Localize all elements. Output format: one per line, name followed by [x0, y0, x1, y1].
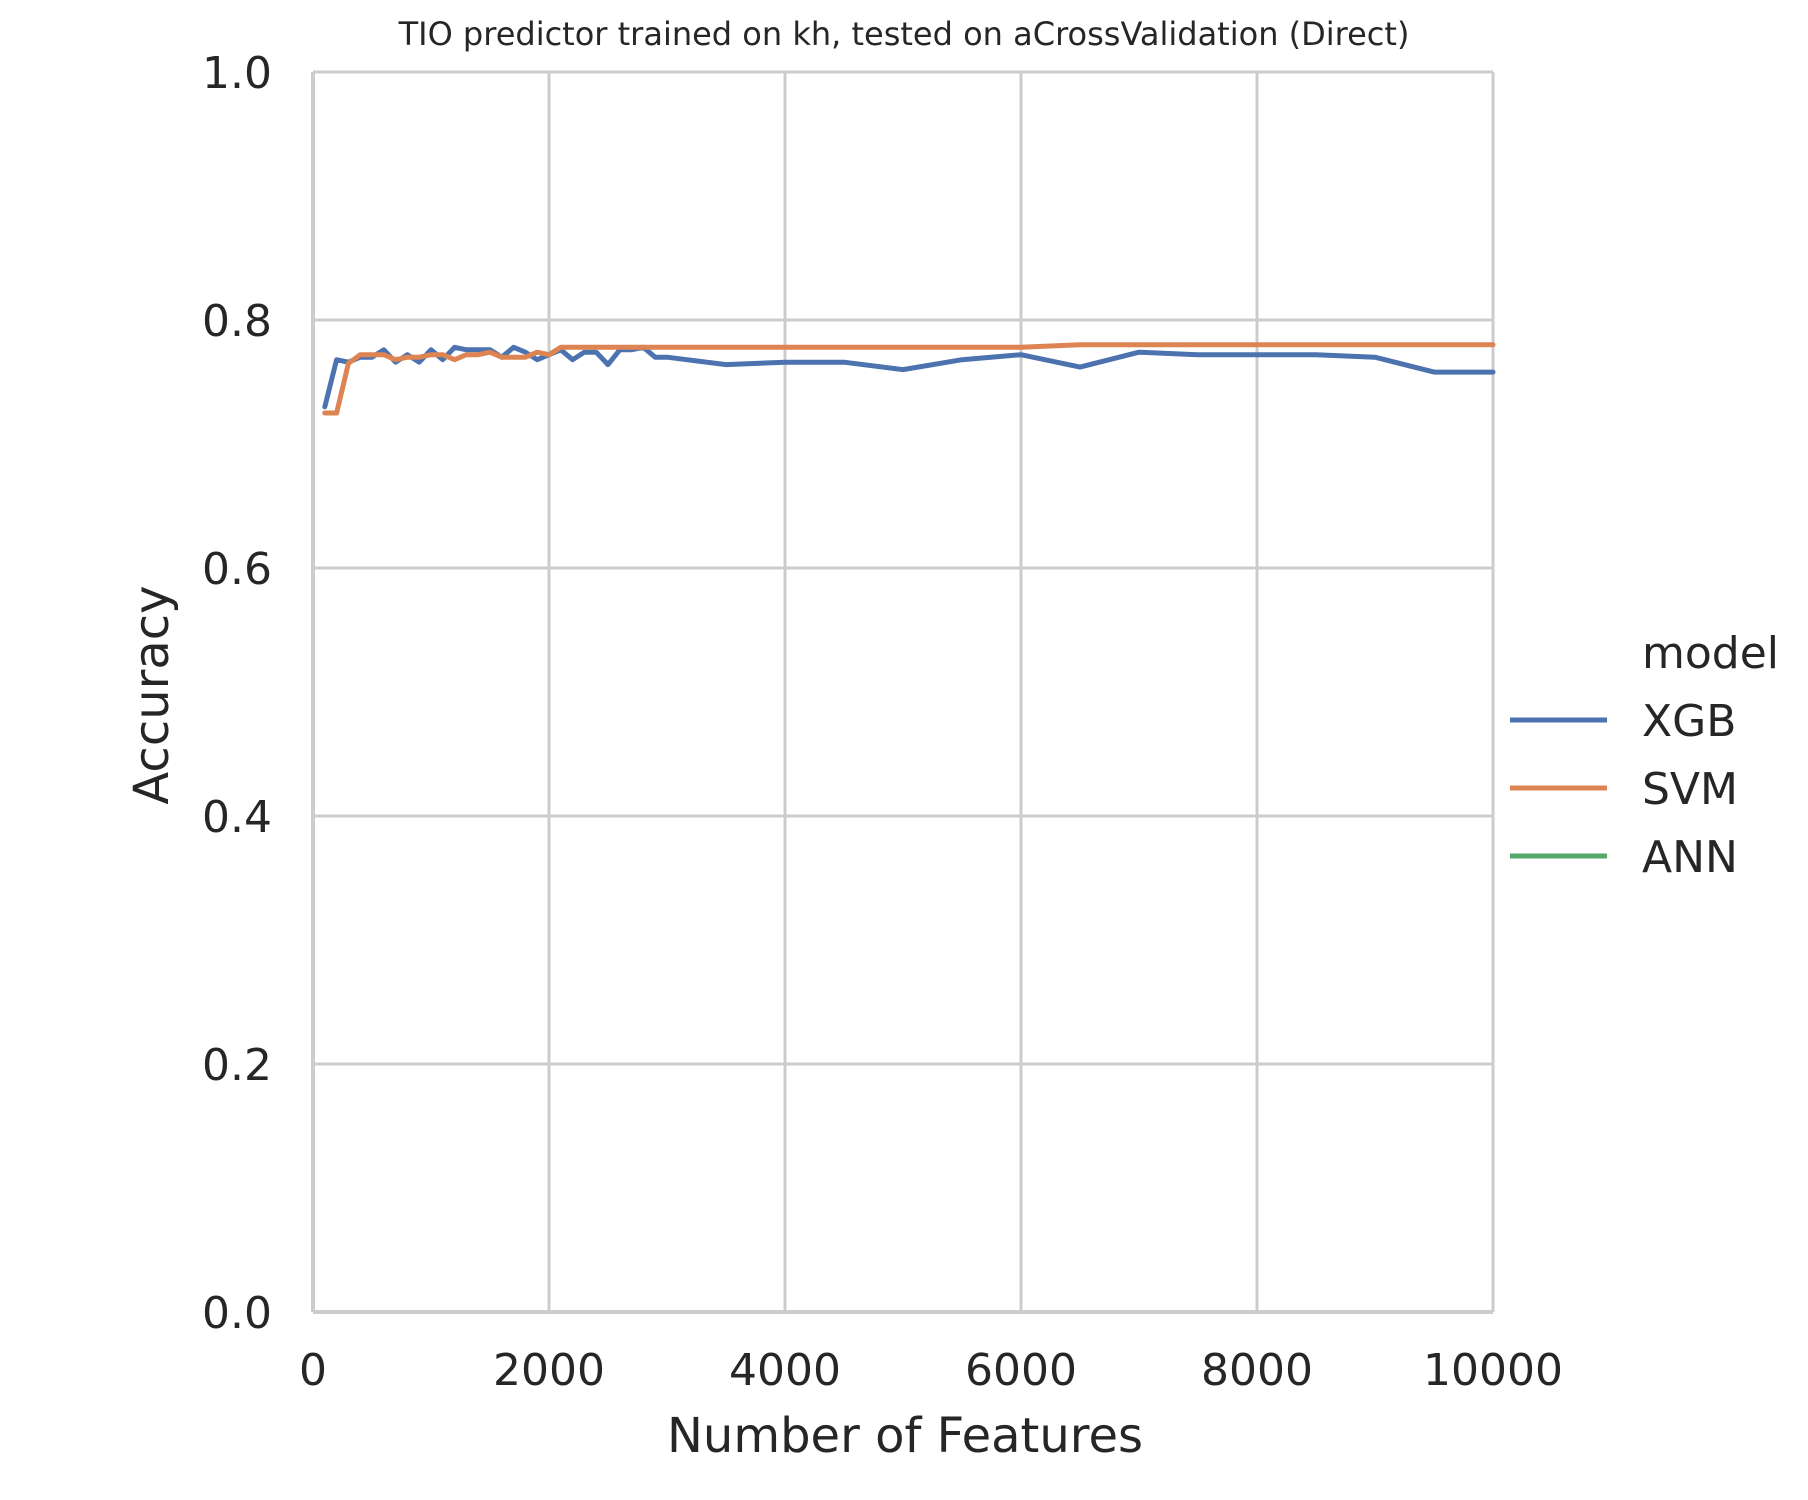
y-axis-label: Accuracy: [124, 585, 180, 804]
chart-title: TIO predictor trained on kh, tested on a…: [398, 15, 1410, 53]
x-tick-label: 10000: [1423, 1345, 1563, 1396]
grid: [311, 70, 1495, 1314]
x-tick-label: 0: [299, 1345, 327, 1396]
y-tick-label: 0.0: [202, 1288, 272, 1339]
y-tick-labels: 0.0 0.2 0.4 0.6 0.8 1.0: [202, 48, 272, 1339]
legend-title: model: [1642, 628, 1779, 679]
y-tick-label: 1.0: [202, 48, 272, 99]
series-lines: [322, 342, 1496, 416]
legend-label-ann: ANN: [1642, 832, 1738, 883]
y-tick-label: 0.4: [202, 792, 272, 843]
y-tick-label: 0.8: [202, 296, 272, 347]
axes: [311, 72, 1493, 1314]
y-tick-label: 0.6: [202, 544, 272, 595]
legend: model XGB SVM ANN: [1510, 628, 1779, 883]
x-tick-label: 2000: [493, 1345, 605, 1396]
y-tick-label: 0.2: [202, 1040, 272, 1091]
x-tick-labels: 0 2000 4000 6000 8000 10000: [299, 1345, 1563, 1396]
legend-label-xgb: XGB: [1642, 696, 1736, 747]
x-tick-label: 6000: [965, 1345, 1077, 1396]
x-tick-label: 4000: [729, 1345, 841, 1396]
x-tick-label: 8000: [1201, 1345, 1313, 1396]
series-line-svm: [322, 342, 1496, 416]
x-axis-label: Number of Features: [667, 1408, 1143, 1464]
legend-label-svm: SVM: [1642, 764, 1738, 815]
